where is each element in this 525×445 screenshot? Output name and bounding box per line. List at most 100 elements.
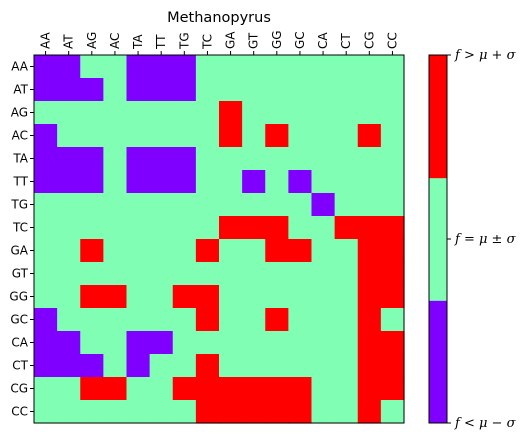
heatmap-cell-AA-AG [80,55,104,79]
heatmap-cell-TT-CA [311,170,336,194]
heatmap-cell-TT-AA [34,170,58,194]
colorbar-segment [429,300,447,424]
y-tick-label: TA [12,152,28,166]
heatmap-cell-GC-AT [57,308,81,332]
heatmap-cell-TG-GC [288,193,313,217]
heatmap-cell-AG-TA [126,101,151,125]
heatmap-cell-CA-AC [103,331,128,355]
heatmap-cell-CA-CA [311,331,336,355]
x-tick-label: AA [39,31,53,49]
heatmap-cell-AG-AC [103,101,128,125]
heatmap-cell-GT-AA [34,262,58,286]
heatmap-cell-AA-GG [265,55,289,79]
heatmap-cell-AA-TT [149,55,174,79]
heatmap-cell-AC-CT [334,124,359,148]
heatmap-cell-AC-TA [126,124,151,148]
heatmap-cell-AA-TA [126,55,151,79]
heatmap-cell-TC-CG [357,216,382,240]
heatmap-cell-TT-CC [380,170,405,194]
heatmap-cell-TC-GA [219,216,243,240]
heatmap-cell-TG-TT [149,193,174,217]
heatmap-cell-TC-AA [34,216,58,240]
heatmap-cell-CA-GG [265,331,289,355]
heatmap-cell-GG-TA [126,285,151,309]
heatmap-cell-AA-CC [380,55,405,79]
heatmap-cell-TG-TG [172,193,197,217]
heatmap-cell-CT-GC [288,354,313,378]
heatmap-cell-GC-CT [334,308,359,332]
heatmap-cell-TT-TG [172,170,197,194]
y-tick-label: GC [10,313,28,327]
heatmap-cell-TT-TT [149,170,174,194]
heatmap-cell-AT-GA [219,78,243,102]
heatmap-cell-GC-TG [172,308,197,332]
plot-frame [33,54,405,424]
y-tick-label: AC [12,129,28,143]
colorbar-label: f > μ + σ [454,48,517,63]
heatmap-cell-TC-TT [149,216,174,240]
heatmap-cell-GT-TG [172,262,197,286]
heatmap-cell-TG-TC [195,193,220,217]
heatmap-cell-TA-TG [172,147,197,171]
heatmap-cell-CC-AG [80,400,104,424]
heatmap-cell-GG-GA [219,285,243,309]
heatmap-cell-GA-GT [242,239,266,263]
heatmap-cell-CG-AC [103,377,128,401]
heatmap-cell-CA-CT [334,331,359,355]
heatmap-cell-GG-TC [195,285,220,309]
heatmap-cell-AC-TT [149,124,174,148]
x-tick-label: TG [177,32,191,50]
heatmap-cell-AC-GC [288,124,313,148]
heatmap-cell-TA-CT [334,147,359,171]
heatmap-cell-TG-AG [80,193,104,217]
y-tick-label: CA [11,336,28,350]
x-tick-label: CC [385,32,399,49]
heatmap-cell-CA-AG [80,331,104,355]
heatmap-cell-TC-TC [195,216,220,240]
heatmap-cell-TG-CT [334,193,359,217]
x-tick-label: TC [200,34,214,50]
x-tick-label: GC [293,31,307,49]
heatmap-cell-CA-GC [288,331,313,355]
heatmap-cell-AT-CT [334,78,359,102]
y-tick-label: TT [13,175,29,189]
heatmap-cell-CC-GC [288,400,313,424]
heatmap-cell-GC-GC [288,308,313,332]
heatmap-cell-TA-AC [103,147,128,171]
heatmap-cell-CC-TT [149,400,174,424]
heatmap-cell-GG-GG [265,285,289,309]
heatmap-cell-GG-CG [357,285,382,309]
colorbar-segment [429,177,447,301]
heatmap-cell-CG-TC [195,377,220,401]
heatmap-cell-GA-AA [34,239,58,263]
heatmap-cell-CC-AT [57,400,81,424]
heatmap-cell-CG-TT [149,377,174,401]
heatmap-cell-CA-GA [219,331,243,355]
heatmap-cell-TG-CA [311,193,336,217]
heatmap-cell-AA-CG [357,55,382,79]
heatmap-cell-AC-GA [219,124,243,148]
heatmap-cell-CC-AA [34,400,58,424]
heatmap-cell-TA-CA [311,147,336,171]
heatmap-cell-GA-GG [265,239,289,263]
heatmap-cell-CC-CA [311,400,336,424]
heatmap-cell-AC-GG [265,124,289,148]
heatmap-cell-CC-AC [103,400,128,424]
heatmap-cell-AG-CT [334,101,359,125]
heatmap-cell-GT-AC [103,262,128,286]
heatmap-cell-GG-CA [311,285,336,309]
heatmap-cell-TG-CC [380,193,405,217]
heatmap-cell-TT-GT [242,170,266,194]
heatmap-cell-TG-AA [34,193,58,217]
heatmap-cell-CT-CC [380,354,405,378]
heatmap-cell-AT-AG [80,78,104,102]
heatmap-cell-AT-GC [288,78,313,102]
colorbar-label: f = μ ± σ [454,232,517,247]
x-axis-ticks: AA AT AG AC TA TT TG TC GA GT GG GC CA CT CG CC [39,30,399,55]
heatmap-cell-CA-AT [57,331,81,355]
heatmap-cell-CT-TC [195,354,220,378]
heatmap-cell-TC-TG [172,216,197,240]
heatmap-cell-TG-AC [103,193,128,217]
heatmap-cell-AG-AA [34,101,58,125]
